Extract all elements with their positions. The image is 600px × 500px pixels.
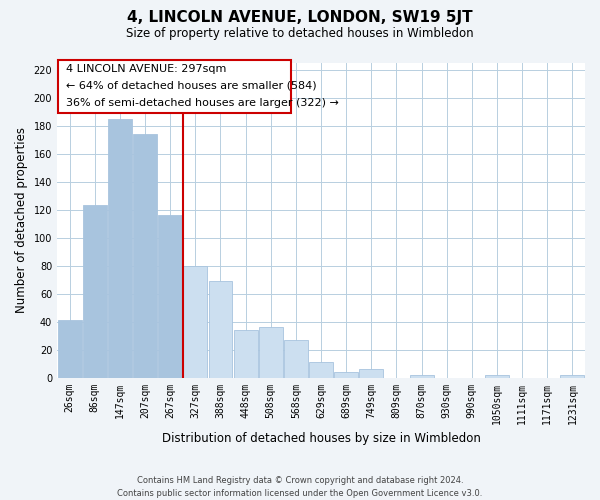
Bar — [560, 375, 584, 378]
Text: 4 LINCOLN AVENUE: 297sqm: 4 LINCOLN AVENUE: 297sqm — [66, 64, 226, 74]
X-axis label: Distribution of detached houses by size in Wimbledon: Distribution of detached houses by size … — [161, 432, 481, 445]
Y-axis label: Number of detached properties: Number of detached properties — [15, 127, 28, 313]
Bar — [233, 330, 257, 378]
Bar — [209, 281, 232, 378]
Bar — [83, 206, 107, 378]
Text: 36% of semi-detached houses are larger (322) →: 36% of semi-detached houses are larger (… — [66, 98, 339, 108]
Bar — [309, 362, 333, 378]
FancyBboxPatch shape — [58, 60, 291, 113]
Bar — [108, 118, 132, 378]
Bar — [359, 370, 383, 378]
Bar — [410, 375, 434, 378]
Bar — [184, 266, 207, 378]
Bar — [334, 372, 358, 378]
Bar — [158, 215, 182, 378]
Bar — [133, 134, 157, 378]
Text: Contains HM Land Registry data © Crown copyright and database right 2024.
Contai: Contains HM Land Registry data © Crown c… — [118, 476, 482, 498]
Bar — [58, 320, 82, 378]
Text: ← 64% of detached houses are smaller (584): ← 64% of detached houses are smaller (58… — [66, 80, 316, 90]
Bar — [485, 375, 509, 378]
Text: 4, LINCOLN AVENUE, LONDON, SW19 5JT: 4, LINCOLN AVENUE, LONDON, SW19 5JT — [127, 10, 473, 25]
Text: Size of property relative to detached houses in Wimbledon: Size of property relative to detached ho… — [126, 28, 474, 40]
Bar — [259, 328, 283, 378]
Bar — [284, 340, 308, 378]
